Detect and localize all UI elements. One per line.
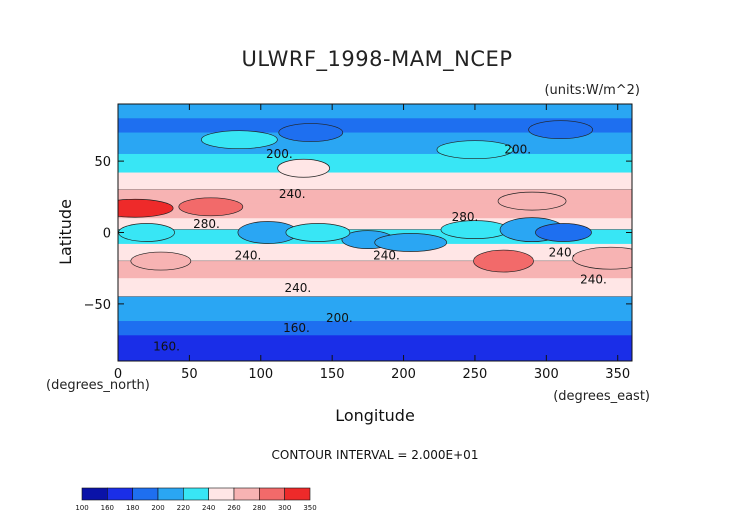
x-unit-label: (degrees_east) — [553, 389, 650, 404]
x-tick-label: 150 — [320, 367, 345, 382]
colorbar-label: 350 — [303, 504, 316, 512]
x-tick-label: 350 — [605, 367, 630, 382]
field-band — [118, 311, 632, 322]
colorbar-label: 100 — [75, 504, 88, 512]
colorbar-label: 220 — [177, 504, 190, 512]
contour-label: 280. — [452, 210, 479, 224]
contour-label: 280. — [193, 217, 220, 231]
x-tick-label: 100 — [248, 367, 273, 382]
units-label: (units:W/m^2) — [544, 83, 640, 98]
contour-label: 160. — [153, 340, 180, 354]
field-region — [130, 251, 192, 271]
colorbar-swatch — [157, 487, 184, 501]
field-band — [118, 218, 632, 231]
x-tick-label: 250 — [463, 367, 488, 382]
x-tick-label: 0 — [114, 367, 122, 382]
colorbar-label: 240 — [202, 504, 215, 512]
x-axis-ticks: 0 50 100 150 200 250 300 350 — [114, 104, 630, 382]
contour-label: 240. — [279, 187, 306, 201]
field-band — [118, 203, 632, 219]
colorbar-swatch — [259, 487, 285, 501]
field-region — [201, 130, 278, 150]
colorbar-swatch — [233, 487, 260, 501]
field-region — [277, 158, 330, 178]
colorbar-label: 300 — [278, 504, 291, 512]
contour-label: 240. — [549, 245, 576, 259]
colorbar-swatch — [132, 487, 159, 501]
field-band — [118, 261, 632, 279]
field-band — [118, 278, 632, 298]
field-band — [118, 335, 632, 361]
colorbar-label: 260 — [227, 504, 240, 512]
y-tick-label: 50 — [94, 155, 111, 170]
x-tick-label: 200 — [391, 367, 416, 382]
field-region — [278, 123, 344, 142]
contour-label: 200. — [266, 147, 293, 161]
contour-label: 240. — [285, 281, 312, 295]
field-band — [118, 172, 632, 191]
field-region — [572, 246, 632, 270]
colorbar-label: 180 — [126, 504, 139, 512]
contour-label: 160. — [283, 321, 310, 335]
field-region — [118, 198, 174, 218]
field-region — [374, 233, 448, 252]
contour-labels: 200. 200. 240. 280. 280. 240. 240. 240. 240. 240.… — [153, 143, 607, 354]
field-region — [473, 249, 534, 273]
colorbar-swatch — [284, 487, 311, 501]
field-region — [285, 223, 351, 242]
x-tick-label: 300 — [534, 367, 559, 382]
contour-label: 240. — [235, 248, 262, 262]
chart-title: ULWRF_1998-MAM_NCEP — [241, 47, 512, 72]
colorbar-swatch — [107, 487, 133, 501]
contour-label: 200. — [326, 311, 353, 325]
contour-interval-note: CONTOUR INTERVAL = 2.000E+01 — [272, 448, 479, 462]
field-band — [118, 321, 632, 336]
x-tick-label: 50 — [181, 367, 198, 382]
field-region — [497, 191, 567, 211]
y-tick-label: 0 — [103, 227, 111, 242]
colorbar: 100 160 180 200 220 240 260 280 300 350 — [75, 487, 317, 512]
field-band — [118, 296, 632, 312]
colorbar-swatch — [81, 487, 108, 501]
y-tick-label: −50 — [84, 298, 111, 313]
field-band — [118, 118, 632, 134]
x-axis-label: Longitude — [335, 406, 415, 425]
field-region — [528, 120, 593, 140]
colorbar-label: 160 — [101, 504, 114, 512]
y-axis-ticks: −50 0 50 — [84, 155, 632, 313]
field-region — [118, 223, 175, 242]
field-band — [118, 153, 632, 174]
field-region — [178, 197, 244, 217]
colorbar-label: 200 — [151, 504, 164, 512]
contour-label: 240. — [580, 273, 607, 287]
colorbar-swatch — [208, 487, 235, 501]
y-axis-label: Latitude — [56, 199, 75, 265]
field-region — [535, 223, 592, 242]
data-field — [118, 104, 632, 361]
colorbar-swatch — [183, 487, 209, 501]
contour-label: 240. — [373, 248, 400, 262]
y-unit-label: (degrees_north) — [46, 378, 150, 393]
colorbar-label: 280 — [253, 504, 266, 512]
field-band — [118, 104, 632, 119]
contour-label: 200. — [504, 143, 531, 157]
field-region — [436, 140, 514, 160]
